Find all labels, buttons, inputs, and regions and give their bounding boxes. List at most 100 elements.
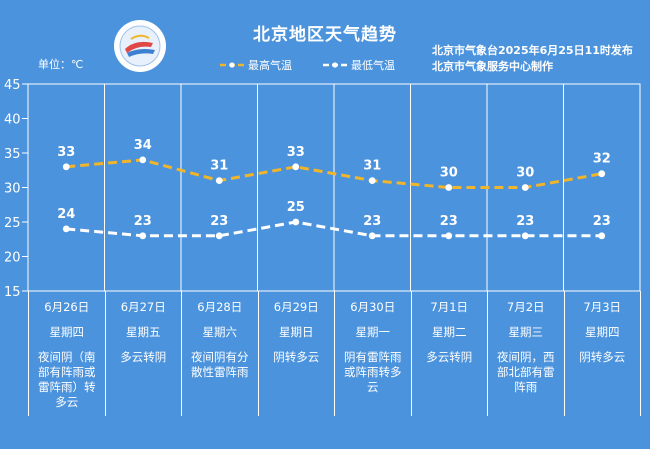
data-point bbox=[368, 177, 376, 185]
day-weather-description: 多云转阴 bbox=[116, 350, 170, 365]
forecast-day-column: 6月29日星期日阴转多云 bbox=[259, 291, 335, 416]
forecast-table: 6月26日 星期四 夜间阴（南 部有阵雨或 雷阵雨）转 多云 6月27日 星期五 多云转阴 6月2… bbox=[28, 291, 641, 416]
description-line: 阴转多云 bbox=[273, 350, 320, 364]
day-date: 6月27日 bbox=[120, 300, 166, 314]
day-date: 7月3日 bbox=[583, 300, 622, 314]
forecast-day-column: 6月30日星期一阴有雷阵雨 或阵雨转多云 bbox=[335, 291, 412, 416]
description-line: 阴转多云 bbox=[579, 350, 626, 364]
description-line: 雷阵雨）转 bbox=[38, 380, 96, 394]
data-label: 23 bbox=[363, 214, 381, 229]
publisher-line-1: 北京市气象台2025年6月25日11时发布 bbox=[432, 44, 633, 57]
data-point bbox=[368, 232, 376, 240]
y-tick-label: 25 bbox=[4, 216, 21, 231]
description-line: 散性雷阵雨 bbox=[191, 365, 249, 379]
day-weather-description: 阴转多云 bbox=[269, 350, 323, 365]
data-point bbox=[215, 232, 223, 240]
data-point bbox=[445, 232, 453, 240]
y-tick-label: 45 bbox=[4, 78, 21, 93]
publisher-line-2: 北京市气象服务中心制作 bbox=[432, 60, 553, 73]
day-weekday: 星期四 bbox=[49, 325, 85, 339]
description-line: 夜间阴，西 bbox=[497, 350, 555, 364]
description-line: 或阵雨转多 bbox=[344, 365, 402, 379]
series-high-temperature: 33 34 31 33 31 30 30 32 bbox=[57, 138, 611, 191]
data-point bbox=[62, 225, 70, 233]
day-weather-description: 多云转阴 bbox=[422, 350, 476, 365]
forecast-day-column: 7月1日星期二多云转阴 bbox=[412, 291, 488, 416]
data-label: 23 bbox=[134, 214, 152, 229]
data-point bbox=[215, 177, 223, 185]
legend-low-temperature: 最低气温 bbox=[323, 57, 395, 73]
data-label: 23 bbox=[516, 214, 534, 229]
data-label: 23 bbox=[593, 214, 611, 229]
data-label: 24 bbox=[57, 207, 75, 222]
series-line bbox=[66, 220, 602, 238]
y-axis: 15 20 25 30 35 40 45 bbox=[4, 78, 28, 300]
day-weather-description: 夜间阴（南 部有阵雨或 雷阵雨）转 多云 bbox=[34, 350, 100, 410]
data-label: 30 bbox=[440, 166, 458, 181]
description-line: 云 bbox=[367, 380, 379, 394]
day-weekday: 星期六 bbox=[202, 325, 238, 339]
data-label: 30 bbox=[516, 166, 534, 181]
data-label: 23 bbox=[440, 214, 458, 229]
data-label: 23 bbox=[210, 214, 228, 229]
y-tick-label: 40 bbox=[4, 113, 21, 128]
day-date: 6月30日 bbox=[350, 300, 396, 314]
day-date: 6月28日 bbox=[197, 300, 243, 314]
y-tick-label: 15 bbox=[4, 285, 21, 300]
chart-grid bbox=[27, 83, 641, 292]
data-label: 33 bbox=[287, 145, 305, 160]
y-tick-label: 30 bbox=[4, 182, 21, 197]
chart-title: 北京地区天气趋势 bbox=[253, 25, 397, 45]
data-point bbox=[62, 163, 70, 171]
legend-high-swatch bbox=[220, 62, 244, 68]
forecast-day-column: 6月26日星期四夜间阴（南 部有阵雨或 雷阵雨）转 多云 bbox=[29, 291, 106, 416]
data-point bbox=[521, 184, 529, 191]
day-weekday: 星期四 bbox=[585, 325, 620, 339]
description-line: 阵雨 bbox=[514, 380, 538, 394]
data-point bbox=[445, 184, 453, 191]
legend-low-label: 最低气温 bbox=[351, 59, 395, 72]
publisher-info: 北京市气象台2025年6月25日11时发布 北京市气象服务中心制作 bbox=[432, 43, 633, 75]
day-weather-description: 夜间阴有分 散性雷阵雨 bbox=[187, 350, 253, 380]
day-weekday: 星期二 bbox=[432, 325, 467, 339]
forecast-day-column: 6月28日星期六夜间阴有分 散性雷阵雨 bbox=[182, 291, 259, 416]
data-label: 33 bbox=[57, 145, 75, 160]
y-tick-label: 35 bbox=[4, 147, 21, 162]
legend-low-swatch bbox=[323, 62, 347, 68]
day-weekday: 星期日 bbox=[279, 325, 314, 339]
description-line: 夜间阴有分 bbox=[191, 350, 249, 364]
day-date: 7月1日 bbox=[430, 300, 469, 314]
day-weather-description: 阴有雷阵雨 或阵雨转多云 bbox=[340, 350, 406, 395]
day-weekday: 星期一 bbox=[355, 325, 391, 339]
description-line: 夜间阴（南 bbox=[38, 350, 96, 364]
forecast-day-column: 7月3日星期四阴转多云 bbox=[565, 291, 641, 416]
data-point bbox=[598, 232, 606, 240]
data-label: 25 bbox=[287, 200, 305, 215]
forecast-day-column: 6月27日星期五多云转阴 bbox=[106, 291, 182, 416]
data-point bbox=[292, 218, 300, 226]
description-line: 多云 bbox=[55, 395, 79, 409]
data-point bbox=[292, 163, 300, 171]
day-weather-description: 阴转多云 bbox=[575, 350, 629, 365]
description-line: 多云转阴 bbox=[120, 350, 167, 364]
legend-high-temperature: 最高气温 bbox=[220, 57, 292, 73]
day-date: 6月29日 bbox=[273, 300, 319, 314]
data-label: 31 bbox=[210, 159, 228, 174]
day-weather-description: 夜间阴，西 部北部有雷 阵雨 bbox=[493, 350, 559, 395]
description-line: 多云转阴 bbox=[426, 350, 473, 364]
description-line: 阴有雷阵雨 bbox=[344, 350, 402, 364]
description-line: 部北部有雷 bbox=[497, 365, 555, 379]
legend-high-label: 最高气温 bbox=[248, 59, 292, 72]
series-line bbox=[66, 158, 603, 189]
day-weekday: 星期三 bbox=[508, 325, 544, 339]
data-point bbox=[521, 232, 529, 240]
day-date: 6月26日 bbox=[44, 300, 90, 314]
day-weekday: 星期五 bbox=[126, 325, 161, 339]
data-point bbox=[598, 170, 606, 178]
y-tick-label: 20 bbox=[4, 251, 21, 266]
day-date: 7月2日 bbox=[506, 300, 545, 314]
description-line: 部有阵雨或 bbox=[38, 365, 96, 379]
data-label: 34 bbox=[134, 138, 152, 153]
unit-label: 单位：℃ bbox=[38, 58, 84, 71]
